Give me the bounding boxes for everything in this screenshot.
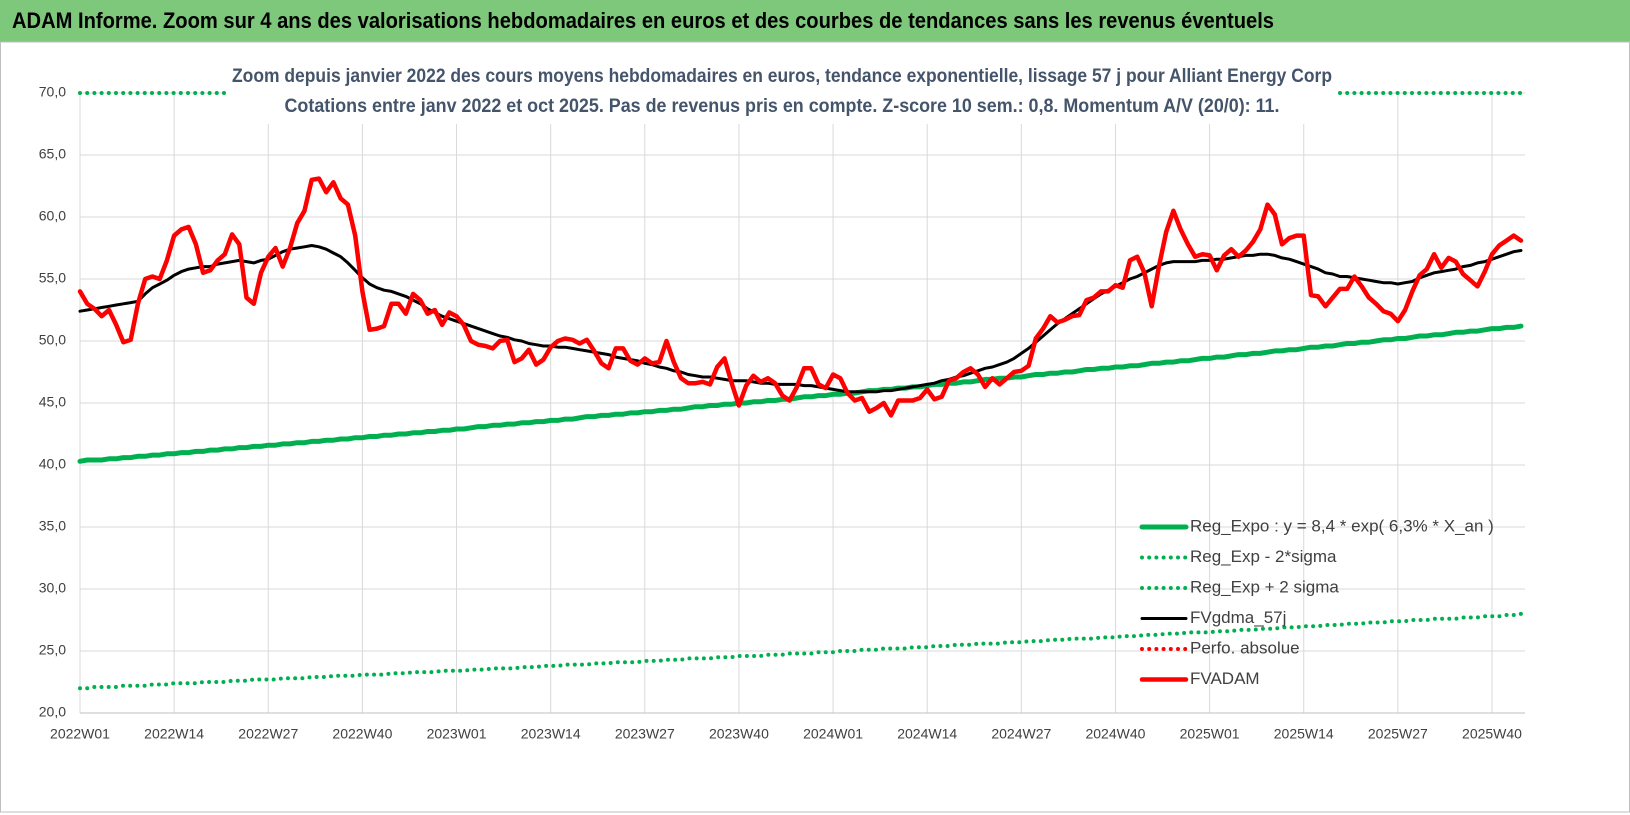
y-tick-label: 60,0 xyxy=(39,208,66,224)
x-tick-label: 2025W01 xyxy=(1180,726,1240,742)
y-tick-label: 40,0 xyxy=(39,456,66,472)
y-tick-label: 45,0 xyxy=(39,394,66,410)
series-line xyxy=(78,244,1523,394)
subtitle-box xyxy=(226,60,1338,124)
x-tick-label: 2022W40 xyxy=(332,726,392,742)
y-tick-label: 70,0 xyxy=(39,84,66,100)
x-tick-label: 2022W01 xyxy=(50,726,110,742)
chart-title: ADAM Informe. Zoom sur 4 ans des valoris… xyxy=(12,8,1274,33)
title-bar xyxy=(0,0,1630,42)
x-tick-label: 2022W14 xyxy=(144,726,204,742)
x-tick-label: 2023W27 xyxy=(615,726,675,742)
x-tick-label: 2024W40 xyxy=(1085,726,1145,742)
y-tick-label: 25,0 xyxy=(39,642,66,658)
x-tick-label: 2025W14 xyxy=(1274,726,1334,742)
x-tick-label: 2025W27 xyxy=(1368,726,1428,742)
plot-area: 20,0 25,0 30,0 35,0 40,0 45,0 50,0 55,0 60,0 65,0… xyxy=(39,84,1525,742)
legend-label: Reg_Exp + 2 sigma xyxy=(1190,577,1339,596)
y-tick-label: 55,0 xyxy=(39,270,66,286)
legend-label: FVADAM xyxy=(1190,669,1260,688)
y-tick-label: 35,0 xyxy=(39,518,66,534)
x-tick-label: 2023W40 xyxy=(709,726,769,742)
legend-label: Perfo. absolue xyxy=(1190,638,1300,657)
x-tick-label: 2022W27 xyxy=(238,726,298,742)
x-tick-label: 2024W14 xyxy=(897,726,957,742)
y-tick-label: 50,0 xyxy=(39,332,66,348)
series-line xyxy=(77,323,1524,464)
x-tick-label: 2023W01 xyxy=(427,726,487,742)
y-tick-label: 65,0 xyxy=(39,146,66,162)
y-tick-label: 20,0 xyxy=(39,704,66,720)
x-tick-label: 2024W01 xyxy=(803,726,863,742)
legend-label: Reg_Exp - 2*sigma xyxy=(1190,547,1337,566)
subtitle: Cotations entre janv 2022 et oct 2025. P… xyxy=(285,96,1280,117)
x-tick-label: 2024W27 xyxy=(991,726,1051,742)
subtitle: Zoom depuis janvier 2022 des cours moyen… xyxy=(232,66,1332,87)
x-tick-label: 2025W40 xyxy=(1462,726,1522,742)
series-line xyxy=(77,176,1524,418)
y-tick-label: 30,0 xyxy=(39,580,66,596)
legend: Reg_Expo : y = 8,4 * exp( 6,3% * X_an ) R… xyxy=(1139,516,1494,688)
legend-label: FVgdma_57j xyxy=(1190,608,1286,627)
legend-label: Reg_Expo : y = 8,4 * exp( 6,3% * X_an ) xyxy=(1190,516,1494,535)
x-tick-label: 2023W14 xyxy=(521,726,581,742)
